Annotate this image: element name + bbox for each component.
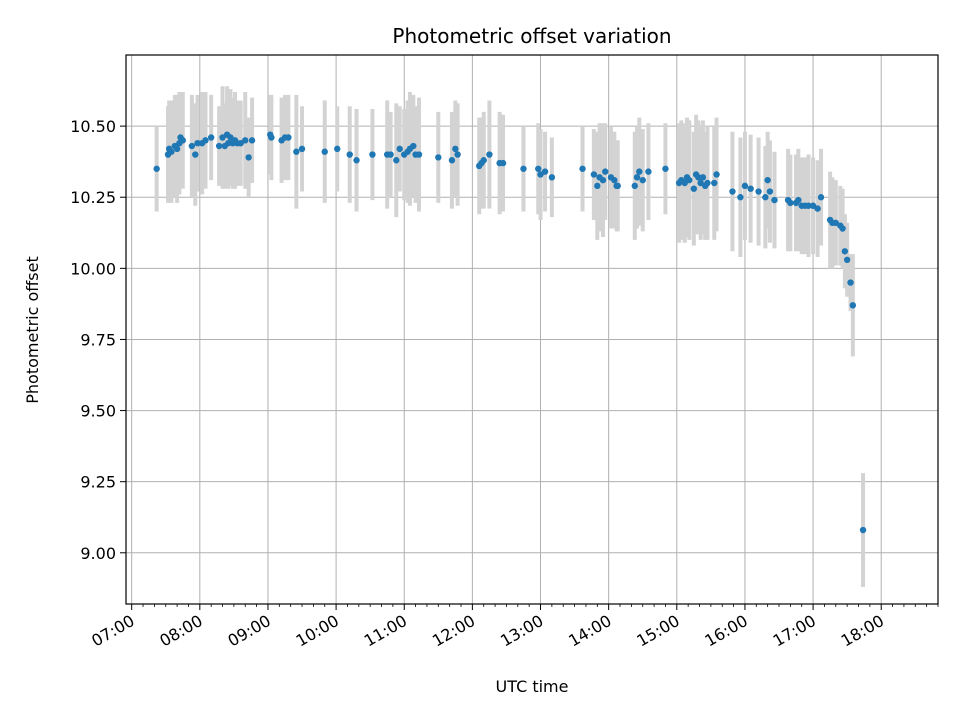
- plot-frame: [125, 54, 939, 605]
- data-point: [535, 165, 542, 172]
- data-point: [499, 159, 507, 167]
- data-point: [242, 137, 249, 144]
- data-point: [486, 151, 493, 158]
- data-point: [636, 168, 643, 175]
- data-point: [579, 165, 586, 172]
- data-point: [396, 145, 403, 153]
- data-point: [215, 142, 223, 150]
- data-points: [153, 131, 867, 534]
- data-point: [293, 148, 300, 155]
- data-point: [755, 188, 762, 195]
- data-point: [179, 137, 186, 144]
- y-tick-label: 9.75: [80, 330, 116, 349]
- data-point: [633, 174, 641, 181]
- data-point: [452, 145, 459, 153]
- data-point: [762, 194, 769, 201]
- grid: [126, 55, 938, 604]
- data-point: [298, 145, 306, 153]
- data-point: [285, 134, 292, 141]
- data-point: [480, 157, 487, 164]
- data-point: [859, 526, 867, 534]
- data-point: [188, 142, 196, 150]
- data-point: [393, 157, 400, 164]
- data-point: [639, 176, 646, 184]
- data-point: [631, 182, 638, 190]
- data-point: [699, 174, 707, 181]
- y-tick-label: 9.50: [80, 402, 116, 421]
- data-point: [711, 179, 718, 187]
- data-point: [741, 182, 749, 190]
- data-point: [248, 137, 256, 144]
- y-tick-label: 10.50: [70, 117, 116, 136]
- data-point: [795, 196, 802, 204]
- data-point: [225, 139, 232, 147]
- data-point: [847, 279, 854, 286]
- data-point: [805, 202, 812, 209]
- data-point: [548, 174, 556, 181]
- data-point: [599, 176, 607, 184]
- data-point: [771, 196, 778, 204]
- data-point: [814, 205, 821, 212]
- data-point: [448, 157, 456, 164]
- data-point: [410, 142, 417, 150]
- data-point: [415, 151, 423, 158]
- data-point: [454, 151, 461, 158]
- data-point: [173, 145, 181, 153]
- data-point: [334, 145, 341, 153]
- data-point: [387, 151, 394, 158]
- data-point: [168, 148, 175, 155]
- data-point: [202, 137, 209, 144]
- y-tick-label: 10.25: [70, 188, 116, 207]
- data-point: [611, 176, 618, 184]
- data-point: [686, 176, 693, 184]
- x-axis-label: UTC time: [496, 677, 569, 696]
- y-tick-label: 9.25: [80, 473, 116, 492]
- data-point: [817, 194, 825, 201]
- data-point: [713, 171, 720, 178]
- data-point: [787, 199, 794, 207]
- data-point: [520, 165, 527, 172]
- data-point: [764, 176, 771, 184]
- data-point: [435, 154, 442, 161]
- data-point: [369, 151, 376, 158]
- y-tick-label: 9.00: [80, 544, 116, 563]
- data-point: [346, 151, 353, 158]
- y-tick-label: 10.00: [70, 259, 116, 278]
- data-point: [747, 185, 754, 192]
- data-point: [704, 179, 711, 187]
- data-point: [645, 168, 652, 175]
- data-point: [766, 188, 774, 195]
- data-point: [321, 148, 328, 155]
- data-point: [245, 154, 252, 161]
- data-point: [602, 168, 609, 175]
- data-point: [849, 302, 857, 309]
- chart-title: Photometric offset variation: [392, 24, 671, 48]
- data-point: [541, 168, 549, 175]
- data-point: [590, 171, 598, 178]
- data-point: [729, 188, 736, 195]
- data-point: [194, 139, 201, 147]
- data-point: [841, 248, 849, 255]
- data-point: [268, 134, 275, 141]
- data-point: [695, 174, 702, 181]
- data-point: [353, 157, 360, 164]
- data-point: [839, 225, 846, 232]
- data-point: [843, 256, 851, 264]
- data-point: [192, 151, 199, 158]
- data-point: [662, 165, 669, 172]
- data-point: [690, 185, 698, 192]
- y-axis-label: Photometric offset: [23, 256, 42, 404]
- data-point: [737, 194, 744, 201]
- data-point: [594, 182, 601, 190]
- data-point: [614, 182, 621, 190]
- data-point: [153, 165, 160, 172]
- data-point: [207, 134, 215, 141]
